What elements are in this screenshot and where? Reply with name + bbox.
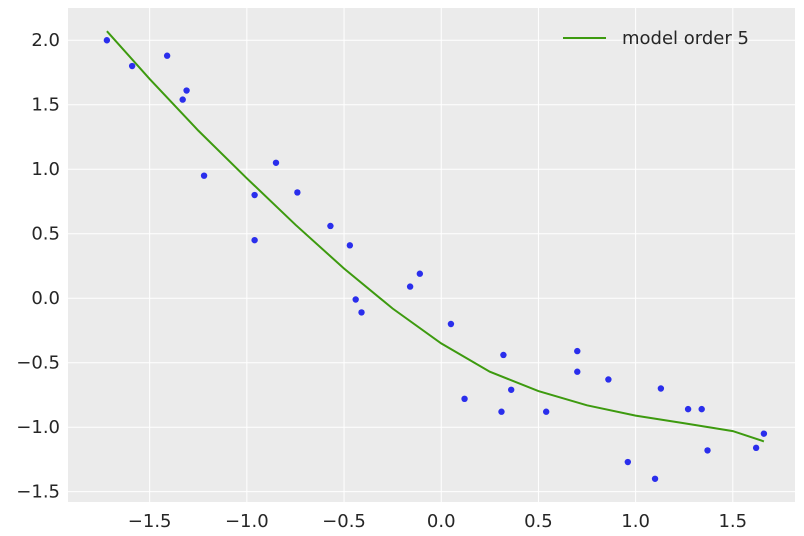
data-point	[657, 385, 665, 392]
grid-lines	[68, 8, 795, 502]
data-point	[507, 386, 515, 393]
data-point	[651, 475, 659, 482]
y-tick-label: −0.5	[16, 353, 60, 374]
x-tick-label: 0.0	[427, 511, 456, 532]
y-tick-label: 0.5	[31, 224, 60, 245]
data-point	[352, 296, 359, 303]
data-point	[447, 320, 455, 328]
y-tick-label: −1.0	[16, 417, 60, 438]
legend: model order 5	[563, 28, 749, 49]
model-lines	[106, 30, 765, 443]
model-line	[106, 30, 765, 443]
data-point	[624, 458, 632, 466]
x-tick-label: 0.5	[524, 511, 553, 532]
data-point	[251, 236, 258, 244]
x-tick-label: −1.5	[128, 511, 172, 532]
y-tick-label: 1.0	[31, 159, 60, 180]
data-point	[605, 376, 612, 383]
data-point	[406, 283, 414, 290]
y-tick-label: −1.5	[16, 482, 60, 503]
legend-label: model order 5	[622, 28, 749, 49]
y-tick-label: 2.0	[31, 30, 60, 51]
data-point	[163, 52, 171, 59]
data-point	[200, 172, 208, 179]
x-tick-label: −1.0	[225, 511, 269, 532]
data-point	[684, 405, 692, 413]
data-point	[327, 222, 334, 230]
data-point	[498, 408, 505, 415]
data-point	[752, 444, 760, 452]
data-point	[698, 405, 705, 413]
plot-background	[68, 8, 795, 502]
data-point	[128, 62, 136, 70]
data-point	[416, 270, 424, 277]
data-point	[542, 408, 550, 415]
data-point	[272, 159, 280, 166]
data-point	[183, 87, 190, 94]
data-point	[574, 347, 581, 355]
data-point	[346, 242, 354, 249]
data-points	[103, 37, 768, 482]
y-tick-label: 1.5	[31, 95, 60, 116]
data-point	[704, 447, 711, 454]
x-axis-tick-labels: −1.5 −1.0 −0.5 0.0 0.5 1.0 1.5	[128, 511, 747, 532]
data-point	[760, 430, 768, 437]
y-tick-label: 0.0	[31, 288, 60, 309]
data-point	[574, 368, 581, 375]
x-tick-label: −0.5	[322, 511, 366, 532]
x-tick-label: 1.0	[621, 511, 650, 532]
data-point	[500, 351, 507, 359]
data-point	[103, 37, 111, 44]
data-point	[461, 395, 468, 403]
data-point	[294, 189, 301, 196]
x-tick-label: 1.5	[718, 511, 747, 532]
y-axis-tick-labels: −1.5 −1.0 −0.5 0.0 0.5 1.0 1.5 2.0	[16, 30, 60, 502]
data-point	[358, 309, 365, 316]
data-point	[251, 191, 258, 199]
data-point	[179, 96, 186, 103]
